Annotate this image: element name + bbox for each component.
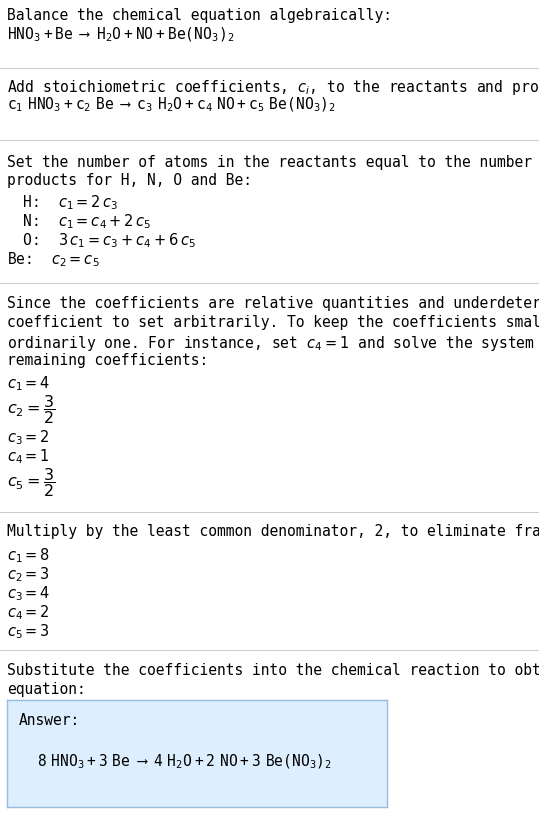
Text: Multiply by the least common denominator, 2, to eliminate fractional coefficient: Multiply by the least common denominator… — [7, 524, 539, 539]
Text: $c_5 = \dfrac{3}{2}$: $c_5 = \dfrac{3}{2}$ — [7, 466, 55, 499]
Text: equation:: equation: — [7, 682, 86, 697]
Text: $c_4 = 2$: $c_4 = 2$ — [7, 603, 50, 621]
Text: O:  $3\,c_1 = c_3 + c_4 + 6\,c_5$: O: $3\,c_1 = c_3 + c_4 + 6\,c_5$ — [14, 231, 196, 250]
Text: ordinarily one. For instance, set $c_4 = 1$ and solve the system of equations fo: ordinarily one. For instance, set $c_4 =… — [7, 334, 539, 353]
Text: N:  $c_1 = c_4 + 2\,c_5$: N: $c_1 = c_4 + 2\,c_5$ — [14, 212, 151, 231]
Text: Substitute the coefficients into the chemical reaction to obtain the balanced: Substitute the coefficients into the che… — [7, 663, 539, 678]
Text: Answer:: Answer: — [18, 713, 80, 727]
Text: H:  $c_1 = 2\,c_3$: H: $c_1 = 2\,c_3$ — [14, 193, 119, 212]
Text: $c_1 = 8$: $c_1 = 8$ — [7, 546, 50, 565]
Text: $c_3 = 4$: $c_3 = 4$ — [7, 584, 50, 603]
Text: coefficient to set arbitrarily. To keep the coefficients small, the arbitrary va: coefficient to set arbitrarily. To keep … — [7, 315, 539, 330]
Text: Add stoichiometric coefficients, $\mathit{c_i}$, to the reactants and products:: Add stoichiometric coefficients, $\mathi… — [7, 78, 539, 97]
Text: $c_1 = 4$: $c_1 = 4$ — [7, 374, 50, 393]
Text: $\mathtt{HNO_3 + Be \ \longrightarrow \ H_2O + NO + Be(NO_3)_2}$: $\mathtt{HNO_3 + Be \ \longrightarrow \ … — [7, 26, 234, 44]
Text: Set the number of atoms in the reactants equal to the number of atoms in the: Set the number of atoms in the reactants… — [7, 155, 539, 170]
Text: $c_3 = 2$: $c_3 = 2$ — [7, 428, 50, 446]
Text: $c_5 = 3$: $c_5 = 3$ — [7, 622, 50, 640]
Text: Be:  $c_2 = c_5$: Be: $c_2 = c_5$ — [7, 250, 100, 269]
Text: Since the coefficients are relative quantities and underdetermined, choose a: Since the coefficients are relative quan… — [7, 296, 539, 311]
Text: $\mathtt{c_1\ HNO_3 + c_2\ Be \ \longrightarrow \ c_3\ H_2O + c_4\ NO + c_5\ Be(: $\mathtt{c_1\ HNO_3 + c_2\ Be \ \longrig… — [7, 96, 336, 114]
Text: $c_2 = \dfrac{3}{2}$: $c_2 = \dfrac{3}{2}$ — [7, 393, 55, 426]
Text: products for H, N, O and Be:: products for H, N, O and Be: — [7, 173, 252, 188]
Text: $c_2 = 3$: $c_2 = 3$ — [7, 565, 50, 584]
Text: $\mathtt{8\ HNO_3 + 3\ Be \ \longrightarrow \ 4\ H_2O + 2\ NO + 3\ Be(NO_3)_2}$: $\mathtt{8\ HNO_3 + 3\ Be \ \longrightar… — [37, 753, 333, 771]
Text: $c_4 = 1$: $c_4 = 1$ — [7, 447, 50, 466]
Text: Balance the chemical equation algebraically:: Balance the chemical equation algebraica… — [7, 8, 392, 23]
Text: remaining coefficients:: remaining coefficients: — [7, 353, 208, 368]
